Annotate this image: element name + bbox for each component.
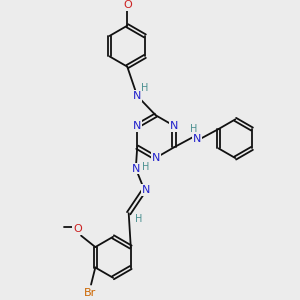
Text: H: H <box>142 162 149 172</box>
Text: H: H <box>135 214 142 224</box>
Text: H: H <box>142 83 149 93</box>
Text: H: H <box>190 124 197 134</box>
Text: N: N <box>133 121 141 131</box>
Text: N: N <box>193 134 201 144</box>
Text: N: N <box>133 91 141 101</box>
Text: N: N <box>132 164 140 174</box>
Text: N: N <box>152 153 160 163</box>
Text: Br: Br <box>83 288 96 298</box>
Text: N: N <box>170 121 178 131</box>
Text: N: N <box>142 185 150 195</box>
Text: O: O <box>73 224 82 234</box>
Text: O: O <box>123 0 132 10</box>
